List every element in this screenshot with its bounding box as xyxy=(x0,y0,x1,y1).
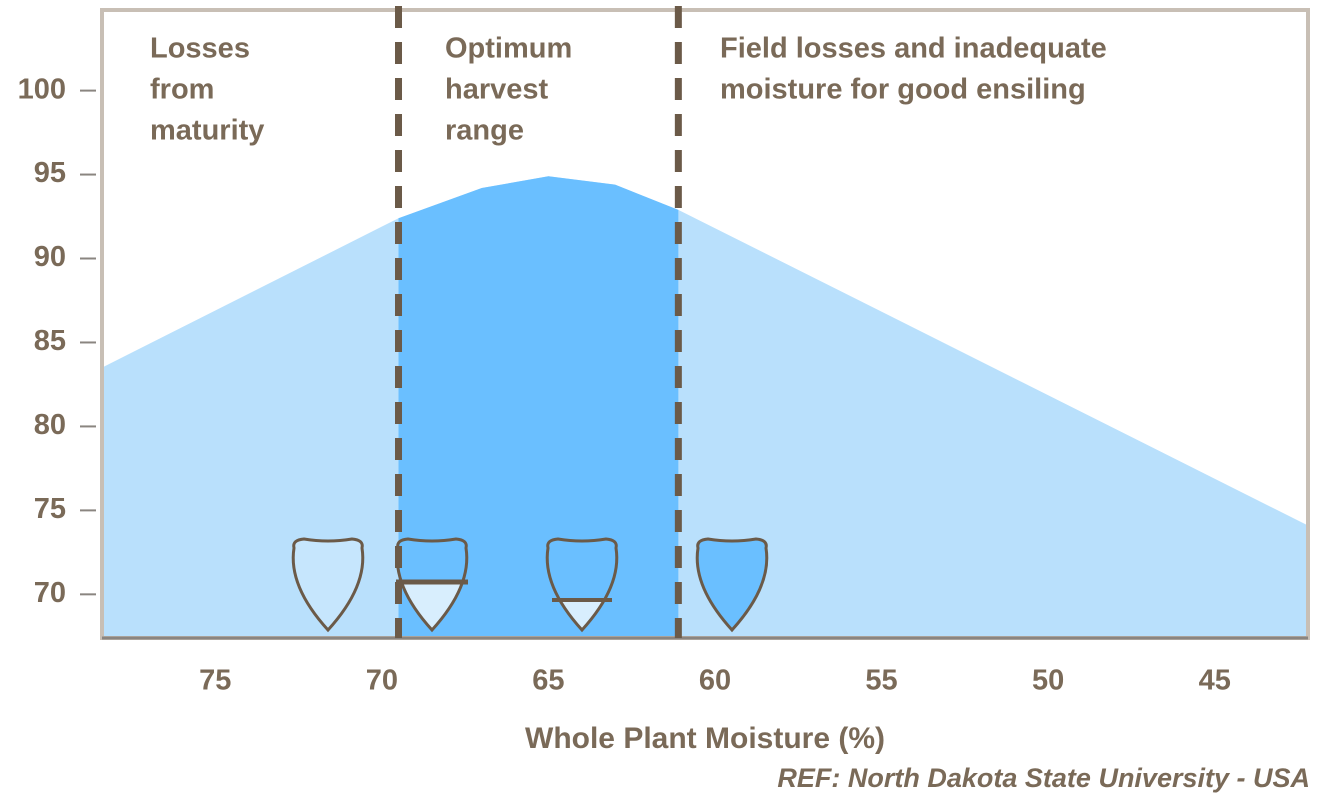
y-tick-label: 85 xyxy=(34,325,66,357)
x-tick-label: 50 xyxy=(1032,665,1064,697)
y-tick-label: 95 xyxy=(34,157,66,189)
x-tick-label: 75 xyxy=(199,665,231,697)
region-annotation: Field losses and inadequate xyxy=(720,33,1107,65)
y-tick-label: 90 xyxy=(34,241,66,273)
region-annotation: moisture for good ensiling xyxy=(720,74,1086,106)
y-tick-label: 70 xyxy=(34,577,66,609)
region-annotation: harvest xyxy=(445,74,549,106)
x-tick-label: 70 xyxy=(366,665,398,697)
region-annotation: Losses xyxy=(150,33,250,65)
region-annotation: maturity xyxy=(150,115,264,147)
source-note: REF: North Dakota State University - USA xyxy=(777,763,1310,793)
region-annotation: Optimum xyxy=(445,33,572,65)
x-tick-label: 60 xyxy=(699,665,731,697)
region-annotation: from xyxy=(150,74,214,106)
y-tick-label: 100 xyxy=(18,73,66,105)
page: {"chart_data": { "type": "area", "x": [7… xyxy=(0,0,1324,796)
region-annotation: range xyxy=(445,115,524,147)
x-tick-label: 55 xyxy=(865,665,897,697)
y-tick-label: 80 xyxy=(34,409,66,441)
x-axis-title: Whole Plant Moisture (%) xyxy=(525,722,885,755)
x-tick-label: 45 xyxy=(1199,665,1231,697)
x-tick-label: 65 xyxy=(532,665,564,697)
chart: Whole Plant Moisture (%) REF: North Dako… xyxy=(0,0,1324,796)
y-tick-label: 75 xyxy=(34,493,66,525)
